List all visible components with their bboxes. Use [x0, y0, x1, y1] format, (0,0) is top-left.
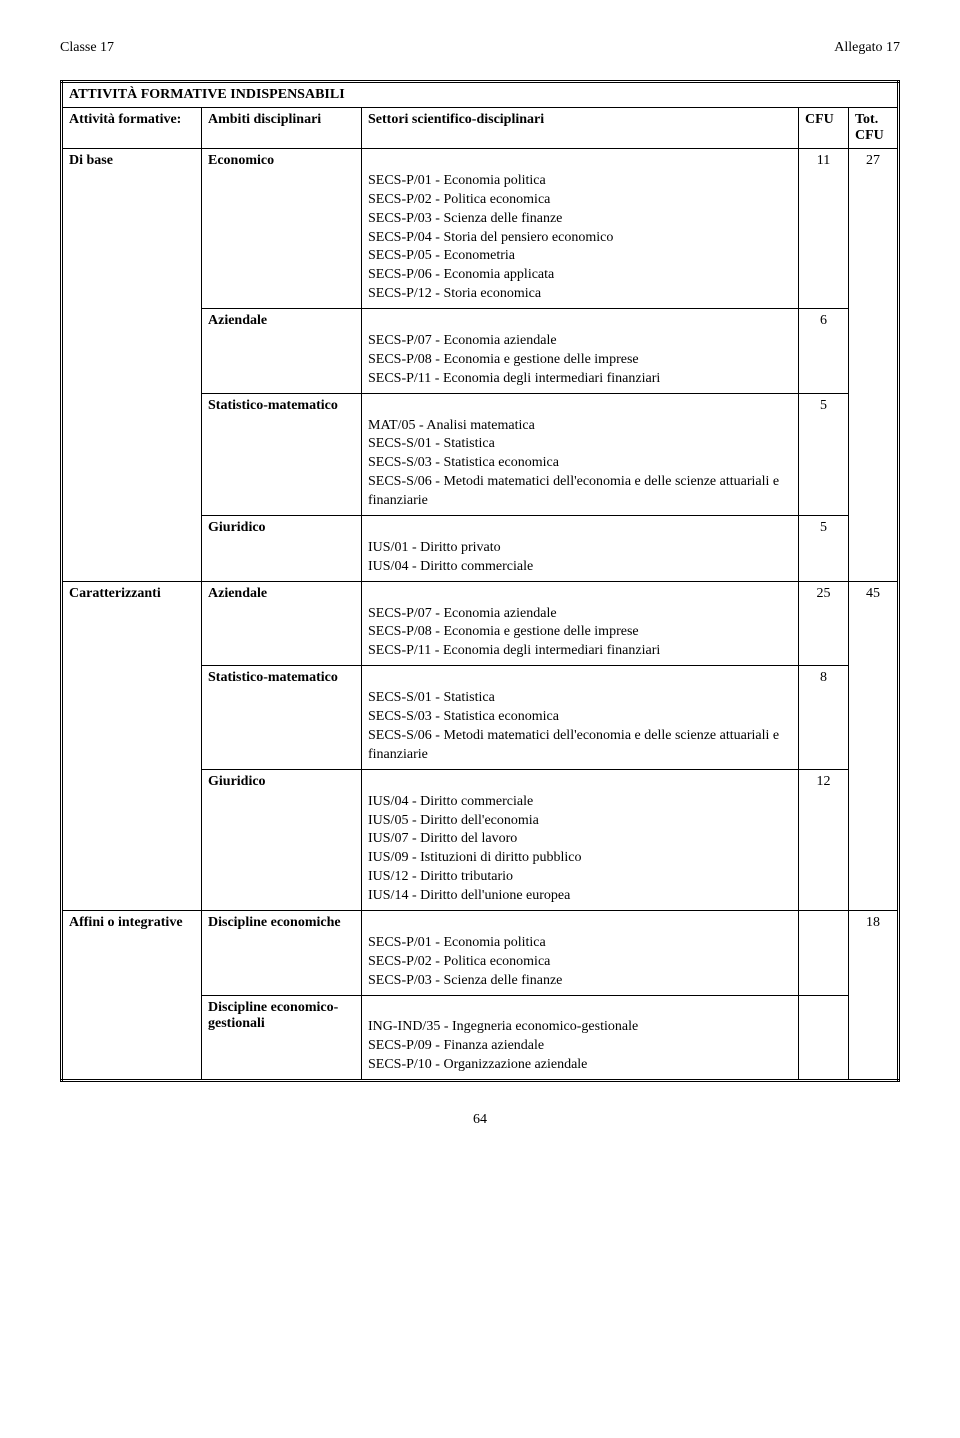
settore-line: SECS-P/02 - Politica economica [368, 191, 792, 210]
ambito-cell: Statistico-matematico [202, 393, 362, 515]
settore-line: SECS-S/06 - Metodi matematici dell'econo… [368, 727, 792, 765]
totcfu-cell: 18 [849, 910, 899, 1080]
cfu-cell: 5 [799, 516, 849, 582]
table-row: Di baseEconomico SECS-P/01 - Economia po… [62, 149, 899, 309]
settore-line: SECS-P/03 - Scienza delle finanze [368, 210, 792, 229]
cfu-cell: 6 [799, 309, 849, 394]
settori-cell: ING-IND/35 - Ingegneria economico-gestio… [362, 995, 799, 1081]
settore-line: IUS/09 - Istituzioni di diritto pubblico [368, 849, 792, 868]
settori-cell: SECS-S/01 - StatisticaSECS-S/03 - Statis… [362, 666, 799, 769]
settore-line [368, 670, 792, 689]
settore-line [368, 153, 792, 172]
table-row: CaratterizzantiAziendale SECS-P/07 - Eco… [62, 581, 899, 666]
settore-line: SECS-P/11 - Economia degli intermediari … [368, 642, 792, 661]
ambito-cell: Giuridico [202, 769, 362, 910]
page-number: 64 [60, 1112, 900, 1128]
settore-line: SECS-S/03 - Statistica economica [368, 708, 792, 727]
settore-line: SECS-P/05 - Econometria [368, 247, 792, 266]
settore-line: SECS-P/02 - Politica economica [368, 953, 792, 972]
cfu-cell: 8 [799, 666, 849, 769]
cfu-cell: 5 [799, 393, 849, 515]
table-row: Affini o integrativeDiscipline economich… [62, 910, 899, 995]
settore-line: SECS-P/01 - Economia politica [368, 172, 792, 191]
settore-line: SECS-P/08 - Economia e gestione delle im… [368, 351, 792, 370]
settore-line: IUS/04 - Diritto commerciale [368, 793, 792, 812]
cfu-cell: 11 [799, 149, 849, 309]
col-cfu: CFU [799, 108, 849, 149]
cfu-cell: 25 [799, 581, 849, 666]
totcfu-cell: 27 [849, 149, 899, 582]
settori-cell: SECS-P/07 - Economia aziendaleSECS-P/08 … [362, 581, 799, 666]
settore-line: SECS-S/01 - Statistica [368, 689, 792, 708]
title-row: ATTIVITÀ FORMATIVE INDISPENSABILI [62, 82, 899, 108]
cfu-cell [799, 910, 849, 995]
ambito-cell: Aziendale [202, 581, 362, 666]
settore-line: SECS-P/03 - Scienza delle finanze [368, 972, 792, 991]
page: Classe 17 Allegato 17 ATTIVITÀ FORMATIVE… [0, 0, 960, 1158]
settore-line: SECS-P/11 - Economia degli intermediari … [368, 370, 792, 389]
settore-line: SECS-P/01 - Economia politica [368, 934, 792, 953]
settore-line [368, 1000, 792, 1019]
table-title: ATTIVITÀ FORMATIVE INDISPENSABILI [62, 82, 899, 108]
col-ambiti: Ambiti disciplinari [202, 108, 362, 149]
settori-cell: SECS-P/01 - Economia politicaSECS-P/02 -… [362, 149, 799, 309]
header-left: Classe 17 [60, 40, 114, 56]
settori-cell: MAT/05 - Analisi matematicaSECS-S/01 - S… [362, 393, 799, 515]
settore-line: IUS/05 - Diritto dell'economia [368, 812, 792, 831]
settori-cell: SECS-P/01 - Economia politicaSECS-P/02 -… [362, 910, 799, 995]
settore-line: SECS-S/03 - Statistica economica [368, 454, 792, 473]
header-right: Allegato 17 [834, 40, 900, 56]
attivita-cell: Caratterizzanti [62, 581, 202, 910]
settore-line: IUS/12 - Diritto tributario [368, 868, 792, 887]
totcfu-cell: 45 [849, 581, 899, 910]
settore-line [368, 774, 792, 793]
attivita-cell: Affini o integrative [62, 910, 202, 1080]
settore-line: SECS-P/12 - Storia economica [368, 285, 792, 304]
header-row: Attività formative: Ambiti disciplinari … [62, 108, 899, 149]
settore-line: SECS-P/04 - Storia del pensiero economic… [368, 229, 792, 248]
settore-line: ING-IND/35 - Ingegneria economico-gestio… [368, 1018, 792, 1037]
settori-cell: SECS-P/07 - Economia aziendaleSECS-P/08 … [362, 309, 799, 394]
settore-line: SECS-P/08 - Economia e gestione delle im… [368, 623, 792, 642]
col-settori: Settori scientifico-disciplinari [362, 108, 799, 149]
settore-line: SECS-S/01 - Statistica [368, 435, 792, 454]
settori-cell: IUS/01 - Diritto privatoIUS/04 - Diritto… [362, 516, 799, 582]
col-totcfu: Tot. CFU [849, 108, 899, 149]
main-table: ATTIVITÀ FORMATIVE INDISPENSABILI Attivi… [60, 80, 900, 1082]
settore-line: SECS-P/06 - Economia applicata [368, 266, 792, 285]
col-attivita: Attività formative: [62, 108, 202, 149]
settore-line [368, 586, 792, 605]
ambito-cell: Economico [202, 149, 362, 309]
ambito-cell: Discipline economiche [202, 910, 362, 995]
ambito-cell: Statistico-matematico [202, 666, 362, 769]
settore-line: SECS-P/07 - Economia aziendale [368, 605, 792, 624]
cfu-cell [799, 995, 849, 1081]
settore-line: IUS/07 - Diritto del lavoro [368, 830, 792, 849]
settore-line: MAT/05 - Analisi matematica [368, 417, 792, 436]
settori-cell: IUS/04 - Diritto commercialeIUS/05 - Dir… [362, 769, 799, 910]
attivita-cell: Di base [62, 149, 202, 582]
ambito-cell: Aziendale [202, 309, 362, 394]
settore-line [368, 520, 792, 539]
ambito-cell: Giuridico [202, 516, 362, 582]
ambito-cell: Discipline economico-gestionali [202, 995, 362, 1081]
settore-line: IUS/14 - Diritto dell'unione europea [368, 887, 792, 906]
settore-line: IUS/04 - Diritto commerciale [368, 558, 792, 577]
settore-line [368, 398, 792, 417]
settore-line: SECS-P/09 - Finanza aziendale [368, 1037, 792, 1056]
settore-line [368, 313, 792, 332]
settore-line: IUS/01 - Diritto privato [368, 539, 792, 558]
page-header: Classe 17 Allegato 17 [60, 40, 900, 56]
settore-line: SECS-P/07 - Economia aziendale [368, 332, 792, 351]
settore-line [368, 915, 792, 934]
settore-line: SECS-S/06 - Metodi matematici dell'econo… [368, 473, 792, 511]
cfu-cell: 12 [799, 769, 849, 910]
settore-line: SECS-P/10 - Organizzazione aziendale [368, 1056, 792, 1075]
